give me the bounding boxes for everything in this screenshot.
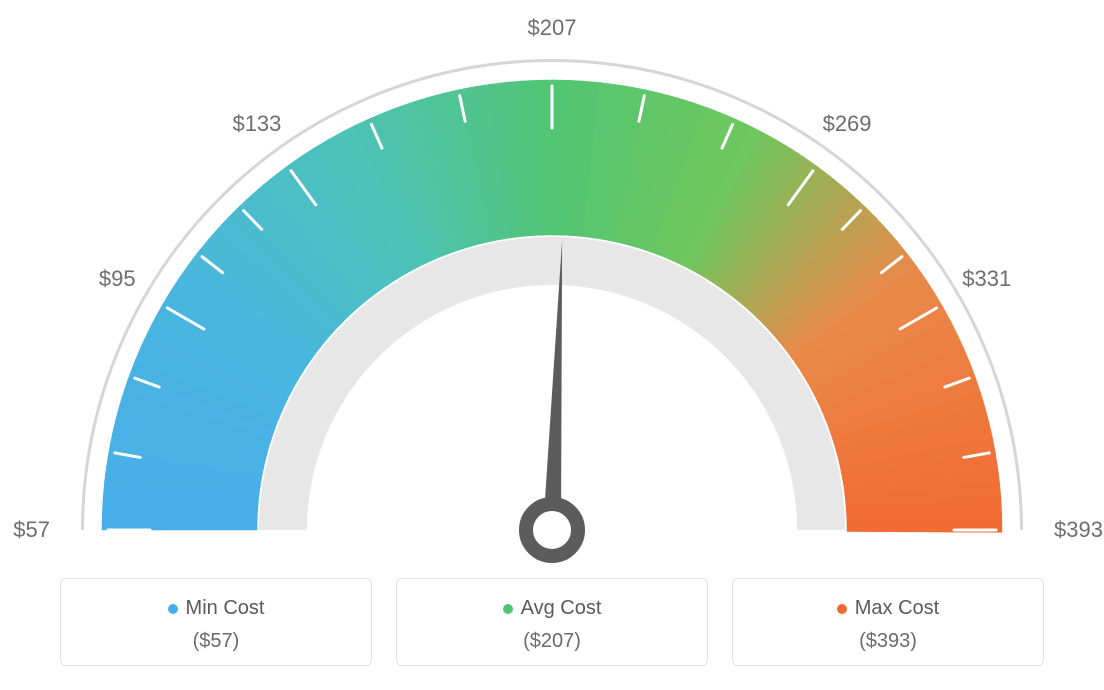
legend-value-min: ($57): [61, 630, 371, 653]
needle-hub: [526, 504, 578, 556]
legend-label-avg: Avg Cost: [521, 597, 602, 620]
legend-dot-avg: [503, 604, 513, 614]
legend-card-min: Min Cost ($57): [60, 578, 372, 666]
tick-label: $207: [528, 15, 577, 40]
legend-card-max: Max Cost ($393): [732, 578, 1044, 666]
legend-dot-min: [168, 604, 178, 614]
tick-label: $269: [823, 111, 872, 136]
legend-value-avg: ($207): [397, 630, 707, 653]
tick-label: $133: [232, 111, 281, 136]
gauge-svg: $57 $95 $133 $207 $269 $331 $393: [0, 0, 1104, 580]
legend-title-max: Max Cost: [837, 597, 939, 620]
legend-row: Min Cost ($57) Avg Cost ($207) Max Cost …: [0, 578, 1104, 666]
tick-label: $95: [99, 266, 136, 291]
tick-label: $393: [1054, 517, 1103, 542]
cost-gauge-chart: $57 $95 $133 $207 $269 $331 $393 Min Cost ($57…: [0, 0, 1104, 690]
legend-label-min: Min Cost: [186, 597, 265, 620]
tick-label: $331: [962, 266, 1011, 291]
legend-dot-max: [837, 604, 847, 614]
legend-card-avg: Avg Cost ($207): [396, 578, 708, 666]
legend-title-min: Min Cost: [168, 597, 265, 620]
tick-label: $57: [13, 517, 50, 542]
legend-title-avg: Avg Cost: [503, 597, 602, 620]
legend-value-max: ($393): [733, 630, 1043, 653]
legend-label-max: Max Cost: [855, 597, 939, 620]
